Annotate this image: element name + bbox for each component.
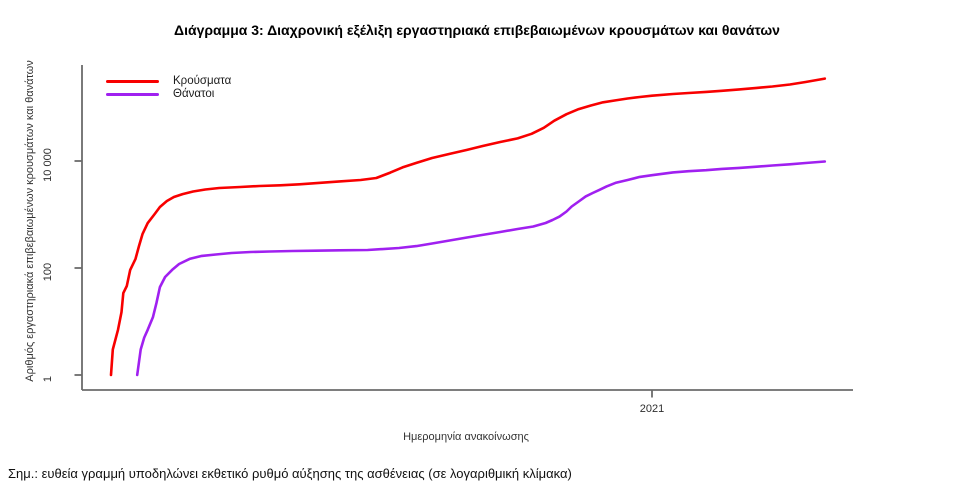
- legend-item-cases: Κρούσματα: [106, 75, 231, 87]
- cases-line-swatch: [106, 79, 159, 83]
- legend: Κρούσματα Θάνατοι: [106, 75, 231, 101]
- legend-label-deaths: Θάνατοι: [173, 88, 215, 100]
- deaths-line: [135, 160, 827, 377]
- x-axis-title: Ημερομηνία ανακοίνωσης: [403, 431, 529, 443]
- legend-item-deaths: Θάνατοι: [106, 88, 231, 100]
- deaths-line-swatch: [106, 92, 159, 96]
- axis-ticks: 1 100 10 000 2021: [42, 148, 664, 415]
- y-tick-label: 10 000: [42, 148, 54, 182]
- footnote: Σημ.: ευθεία γραμμή υποδηλώνει εκθετικό …: [8, 466, 572, 481]
- x-tick-label: 2021: [640, 403, 664, 415]
- y-tick-label: 1: [42, 376, 54, 382]
- chart-title: Διάγραμμα 3: Διαχρονική εξέλιξη εργαστηρ…: [174, 22, 780, 38]
- y-tick-label: 100: [42, 263, 54, 281]
- legend-label-cases: Κρούσματα: [173, 75, 232, 87]
- y-axis-title: Αριθμός εργαστηριακά επιβεβαιωμένων κρου…: [24, 60, 36, 382]
- cases-line: [109, 77, 827, 377]
